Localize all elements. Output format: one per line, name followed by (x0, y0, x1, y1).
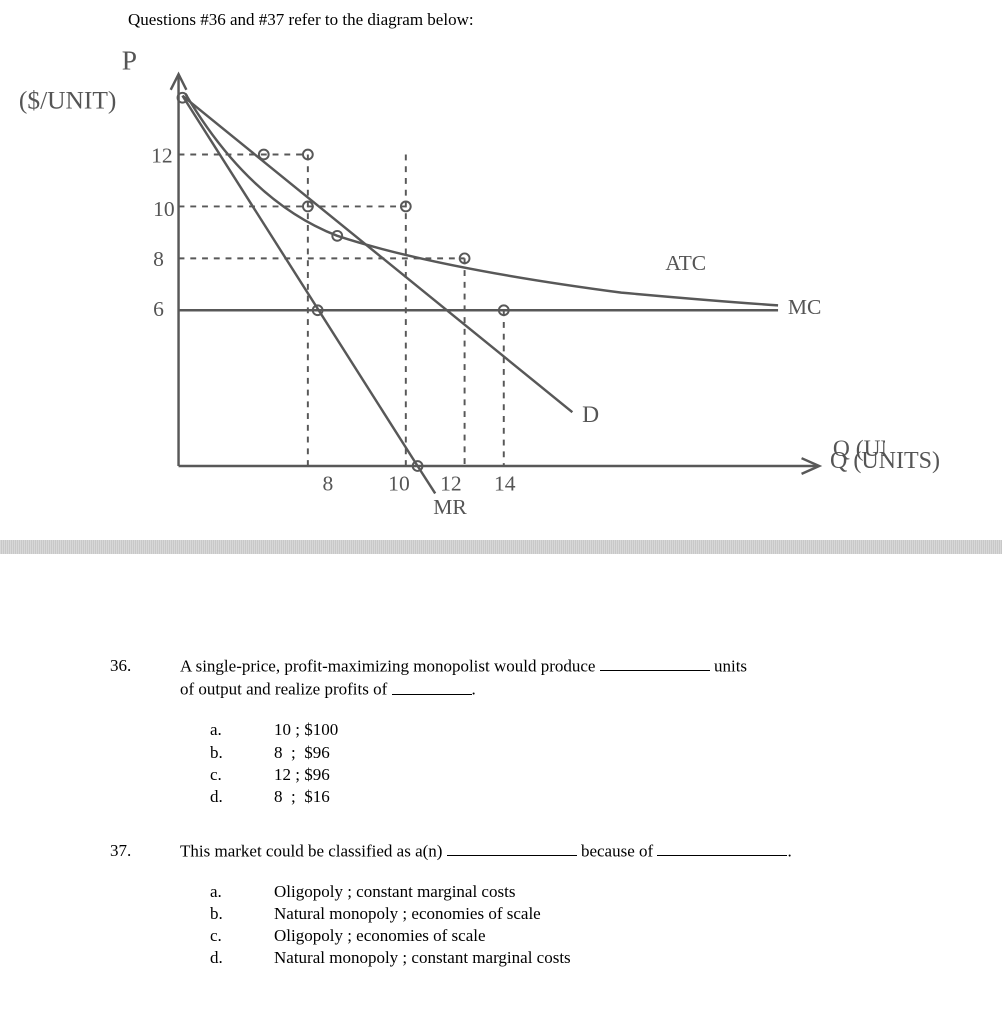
q-axis-label-text: Q (UNITS) (830, 448, 940, 474)
header-text: Questions #36 and #37 refer to the diagr… (128, 10, 474, 30)
q36-num: 36. (110, 655, 180, 834)
d-curve (182, 96, 572, 412)
letter-d: d. (210, 786, 274, 808)
q36-opt-d: d.8 ; $16 (210, 786, 930, 808)
q37-opt-d: d.Natural monopoly ; constant marginal c… (210, 947, 930, 969)
q36-opt-a: a.10 ; $100 (210, 719, 930, 741)
mc-label: MC (788, 295, 822, 319)
questions-block: 36. A single-price, profit-maximizing mo… (110, 655, 930, 1001)
q36-b-text: 8 ; $96 (274, 742, 330, 764)
ytick-10: 10 (153, 197, 175, 221)
q37-blank2 (657, 840, 787, 856)
ytick-12: 12 (151, 143, 173, 167)
q37-options: a.Oligopoly ; constant marginal costs b.… (210, 881, 930, 969)
q-axis-label: Q (UNITS) (830, 448, 940, 475)
xtick-8: 8 (323, 472, 334, 496)
d-label: D (582, 402, 599, 428)
q36-a-text: 10 ; $100 (274, 719, 338, 741)
letter-a: a. (210, 719, 274, 741)
q37-text1b: because of (577, 841, 658, 860)
atc-label: ATC (665, 251, 706, 275)
letter-d2: d. (210, 947, 274, 969)
mr-curve (182, 96, 417, 466)
q36-body: A single-price, profit-maximizing monopo… (180, 655, 930, 834)
q36-blank1 (600, 655, 710, 671)
q37-blank1 (447, 840, 577, 856)
p-label: P (122, 45, 137, 75)
q37-num: 37. (110, 840, 180, 996)
q36-opt-b: b.8 ; $96 (210, 742, 930, 764)
q36-text2: of output and realize profits of (180, 680, 392, 699)
q36-text1b: units (710, 656, 747, 675)
q37-c-text: Oligopoly ; economies of scale (274, 925, 486, 947)
question-36: 36. A single-price, profit-maximizing mo… (110, 655, 930, 834)
letter-b2: b. (210, 903, 274, 925)
letter-c: c. (210, 764, 274, 786)
q37-a-text: Oligopoly ; constant marginal costs (274, 881, 515, 903)
letter-a2: a. (210, 881, 274, 903)
ytick-6: 6 (153, 297, 164, 321)
q37-opt-a: a.Oligopoly ; constant marginal costs (210, 881, 930, 903)
q36-blank2 (392, 678, 472, 694)
xtick-10: 10 (388, 472, 410, 496)
q36-opt-c: c.12 ; $96 (210, 764, 930, 786)
q37-opt-c: c.Oligopoly ; economies of scale (210, 925, 930, 947)
ytick-8: 8 (153, 247, 164, 271)
mr-label: MR (433, 495, 467, 515)
q37-b-text: Natural monopoly ; economies of scale (274, 903, 541, 925)
xtick-14: 14 (494, 472, 516, 496)
question-37: 37. This market could be classified as a… (110, 840, 930, 996)
q37-body: This market could be classified as a(n) … (180, 840, 930, 996)
xtick-12: 12 (440, 472, 462, 496)
q36-d-text: 8 ; $16 (274, 786, 330, 808)
letter-b: b. (210, 742, 274, 764)
q36-text1: A single-price, profit-maximizing monopo… (180, 656, 600, 675)
q36-c-text: 12 ; $96 (274, 764, 330, 786)
q37-opt-b: b.Natural monopoly ; economies of scale (210, 903, 930, 925)
econ-diagram: P ($/UNIT) Q (UNITS) 12 10 8 6 8 10 12 1… (5, 35, 885, 515)
q37-text1: This market could be classified as a(n) (180, 841, 447, 860)
divider-bar (0, 540, 1002, 554)
q37-d-text: Natural monopoly ; constant marginal cos… (274, 947, 571, 969)
q36-options: a.10 ; $100 b.8 ; $96 c.12 ; $96 d.8 ; $… (210, 719, 930, 807)
letter-c2: c. (210, 925, 274, 947)
p-unit-label: ($/UNIT) (19, 85, 117, 114)
